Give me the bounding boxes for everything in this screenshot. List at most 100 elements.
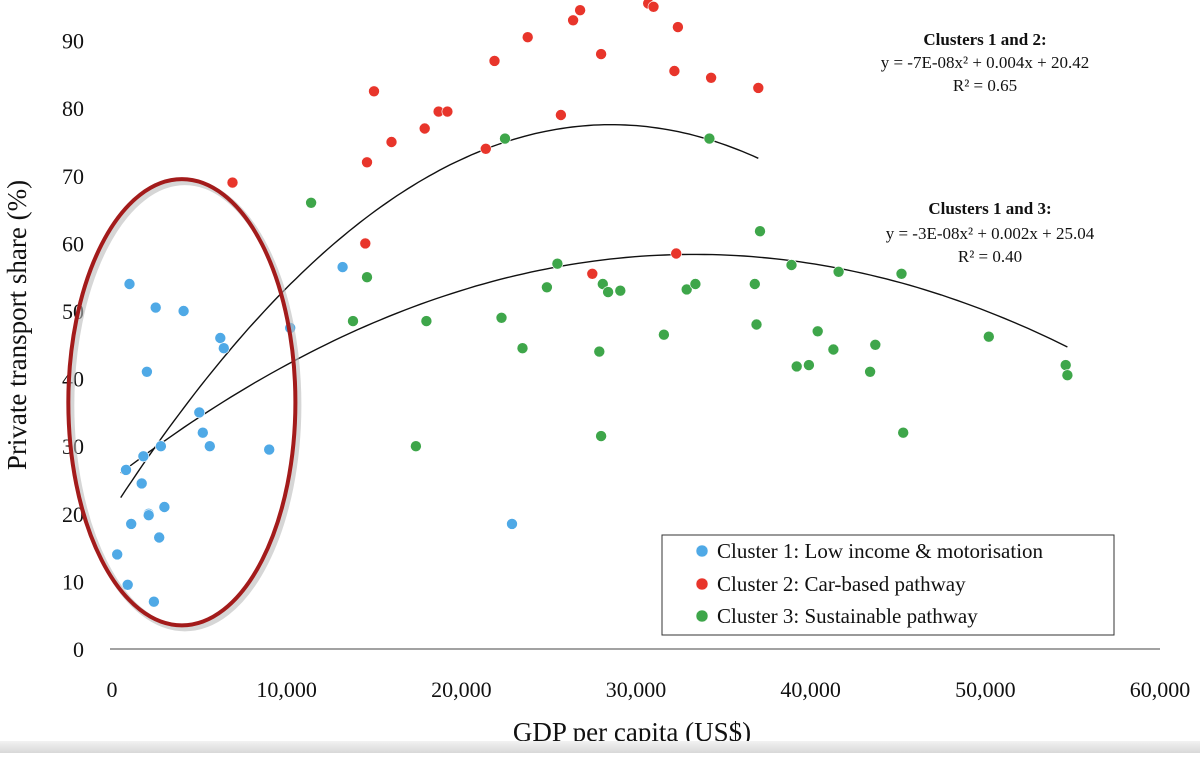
data-point-cluster-3 bbox=[596, 278, 609, 290]
data-point-cluster-3 bbox=[811, 325, 824, 338]
data-point-cluster-1 bbox=[121, 578, 134, 591]
data-point-cluster-1 bbox=[263, 443, 276, 456]
data-point-cluster-1 bbox=[177, 305, 190, 317]
data-point-cluster-2 bbox=[567, 14, 579, 27]
highlight-ellipse-shadow bbox=[68, 179, 302, 632]
data-point-cluster-3 bbox=[499, 132, 511, 145]
equation-2-title: Clusters 1 and 3: bbox=[928, 199, 1051, 218]
data-point-cluster-1 bbox=[204, 440, 216, 453]
data-point-cluster-1 bbox=[336, 261, 349, 273]
data-point-cluster-3 bbox=[864, 365, 876, 378]
equation-2-r2: R² = 0.40 bbox=[958, 247, 1022, 266]
data-point-cluster-3 bbox=[869, 338, 882, 351]
equation-1-formula: y = -7E-08x² + 0.004x + 20.42 bbox=[881, 53, 1090, 72]
data-point-cluster-3 bbox=[361, 271, 373, 284]
data-point-cluster-3 bbox=[703, 132, 716, 145]
data-point-cluster-2 bbox=[359, 237, 372, 250]
legend-box bbox=[661, 534, 1115, 636]
data-point-cluster-2 bbox=[521, 31, 534, 44]
data-point-cluster-3 bbox=[593, 345, 606, 358]
x-tick-label: 50,000 bbox=[955, 677, 1016, 702]
data-point-cluster-3 bbox=[658, 328, 670, 341]
data-point-cluster-3 bbox=[495, 311, 508, 324]
equation-annotation-2: Clusters 1 and 3: y = -3E-08x² + 0.002x … bbox=[886, 199, 1095, 266]
bottom-edge-strip bbox=[0, 741, 1200, 753]
data-point-cluster-2 bbox=[555, 109, 567, 121]
trendline-1 bbox=[120, 124, 759, 498]
legend-marker-cluster-1 bbox=[695, 544, 709, 558]
data-point-cluster-3 bbox=[897, 426, 910, 439]
x-tick-label: 10,000 bbox=[256, 677, 317, 702]
data-point-cluster-2 bbox=[441, 105, 454, 118]
legend-label-cluster-2: Cluster 2: Car-based pathway bbox=[717, 572, 966, 596]
data-point-cluster-2 bbox=[670, 247, 683, 260]
data-point-cluster-3 bbox=[602, 286, 614, 298]
data-point-cluster-3 bbox=[689, 278, 702, 290]
data-point-cluster-1 bbox=[125, 518, 137, 530]
data-point-cluster-3 bbox=[420, 315, 433, 327]
data-point-cluster-2 bbox=[705, 72, 717, 84]
highlight-ellipse-ring bbox=[66, 177, 298, 628]
x-tick-label: 30,000 bbox=[606, 677, 667, 702]
data-point-cluster-2 bbox=[361, 156, 373, 169]
data-point-cluster-3 bbox=[754, 225, 766, 237]
equation-2-formula: y = -3E-08x² + 0.002x + 25.04 bbox=[886, 224, 1095, 243]
data-point-cluster-1 bbox=[123, 278, 136, 290]
data-point-cluster-3 bbox=[347, 315, 359, 327]
data-point-cluster-1 bbox=[214, 332, 227, 344]
data-point-cluster-1 bbox=[120, 464, 132, 476]
data-point-cluster-3 bbox=[827, 343, 840, 356]
x-tick-label: 0 bbox=[107, 677, 118, 702]
data-point-cluster-1 bbox=[142, 509, 155, 522]
data-point-cluster-3 bbox=[748, 278, 761, 290]
data-point-cluster-3 bbox=[803, 359, 815, 371]
data-point-cluster-2 bbox=[385, 136, 398, 148]
data-point-cluster-1 bbox=[137, 450, 150, 463]
trendline-2 bbox=[120, 253, 1068, 474]
data-point-cluster-2 bbox=[226, 176, 239, 189]
data-point-cluster-3 bbox=[790, 360, 803, 373]
y-tick-label: 80 bbox=[62, 96, 84, 121]
data-point-cluster-2 bbox=[595, 48, 607, 60]
x-tick-label: 20,000 bbox=[431, 677, 492, 702]
y-axis-title: Private transport share (%) bbox=[2, 180, 32, 470]
data-point-cluster-1 bbox=[506, 518, 518, 530]
data-point-cluster-1 bbox=[153, 531, 165, 544]
data-point-cluster-2 bbox=[479, 143, 492, 155]
data-point-cluster-3 bbox=[1059, 359, 1072, 371]
data-point-cluster-2 bbox=[752, 82, 765, 94]
data-point-cluster-1 bbox=[135, 477, 148, 490]
data-point-cluster-1 bbox=[148, 595, 160, 608]
x-tick-label: 40,000 bbox=[780, 677, 841, 702]
equation-1-r2: R² = 0.65 bbox=[953, 76, 1017, 95]
data-point-cluster-2 bbox=[672, 21, 684, 33]
data-point-cluster-3 bbox=[541, 281, 553, 294]
legend-label-cluster-3: Cluster 3: Sustainable pathway bbox=[717, 604, 978, 628]
y-tick-label: 70 bbox=[62, 164, 84, 189]
y-tick-label: 10 bbox=[62, 569, 84, 594]
data-point-cluster-3 bbox=[410, 440, 422, 453]
data-point-cluster-2 bbox=[418, 122, 431, 135]
trendlines bbox=[120, 124, 1068, 498]
data-point-cluster-3 bbox=[680, 283, 693, 296]
equation-1-title: Clusters 1 and 2: bbox=[923, 30, 1046, 49]
data-point-cluster-1 bbox=[149, 301, 162, 314]
data-point-cluster-1 bbox=[218, 342, 230, 355]
data-points bbox=[111, 0, 1074, 608]
data-point-cluster-1 bbox=[197, 426, 209, 439]
data-point-cluster-2 bbox=[668, 65, 681, 77]
data-point-cluster-3 bbox=[614, 284, 627, 297]
data-point-cluster-3 bbox=[832, 265, 845, 278]
data-point-cluster-1 bbox=[193, 406, 206, 419]
data-point-cluster-3 bbox=[516, 342, 529, 355]
data-point-cluster-3 bbox=[305, 197, 317, 209]
y-tick-label: 20 bbox=[62, 502, 84, 527]
data-point-cluster-2 bbox=[586, 267, 599, 280]
data-point-cluster-3 bbox=[595, 430, 607, 442]
data-point-cluster-1 bbox=[155, 440, 167, 453]
data-point-cluster-2 bbox=[647, 1, 660, 13]
data-point-cluster-1 bbox=[111, 548, 123, 561]
data-point-cluster-3 bbox=[895, 267, 908, 280]
